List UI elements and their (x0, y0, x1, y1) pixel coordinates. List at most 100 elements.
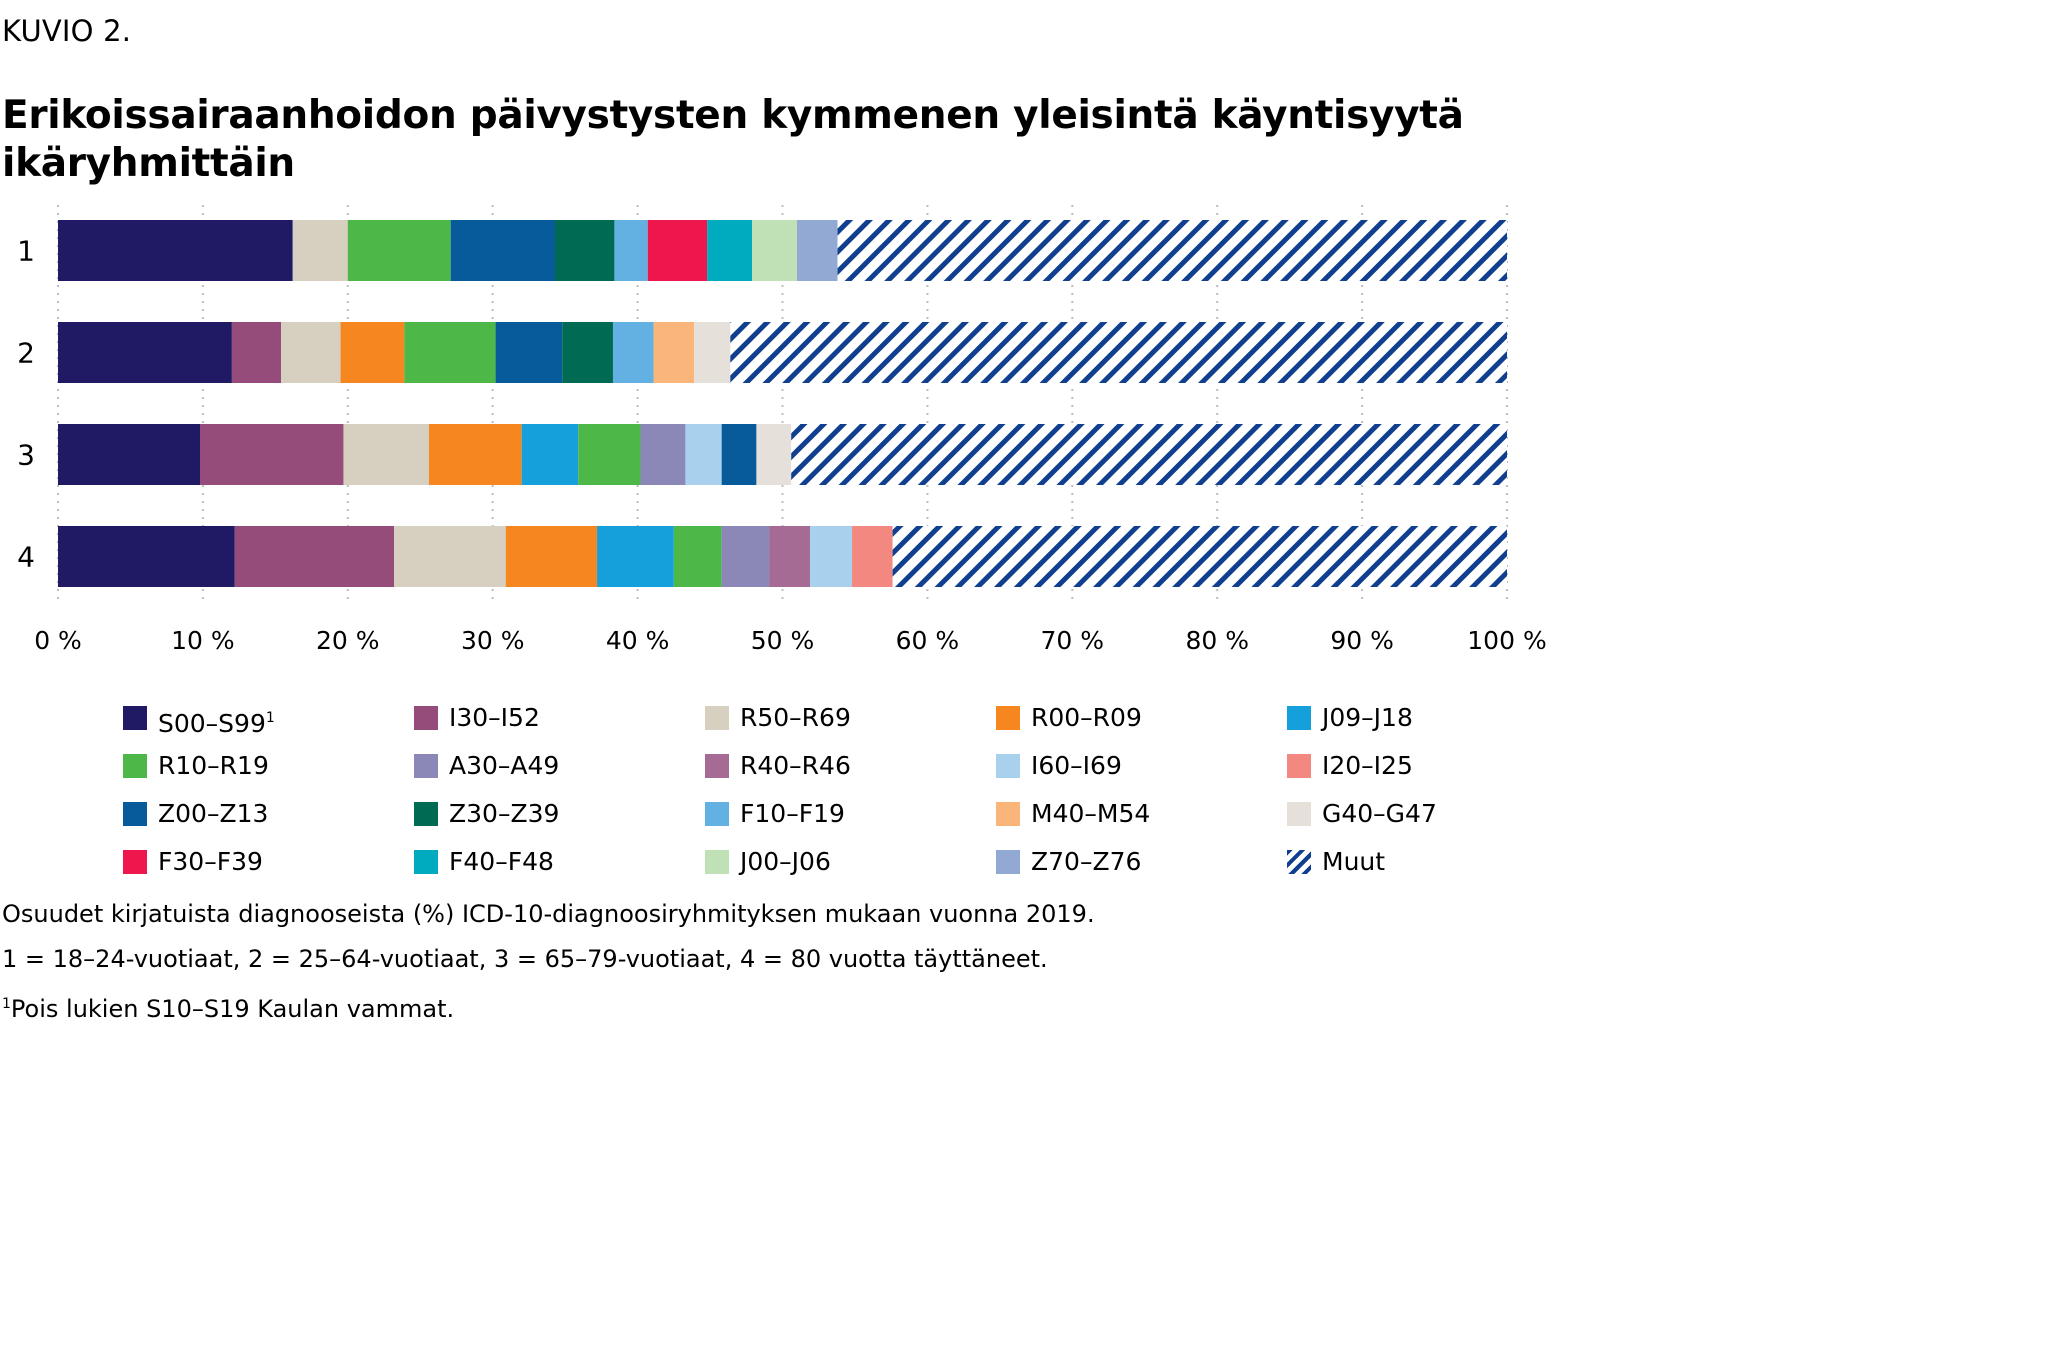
bar-segment-3-G40–G47 (756, 424, 792, 485)
bar-segment-4-I30–I52 (234, 526, 395, 587)
x-tick-label: 0 % (34, 626, 82, 655)
gridlines (57, 205, 1508, 605)
bar-segment-4-R10–R19 (673, 526, 722, 587)
bar-segment-1-F40–F48 (707, 220, 753, 281)
bar-segment-2-I30–I52 (231, 322, 282, 383)
bar-segment-2-Z00–Z13 (495, 322, 563, 383)
bar-segment-3-S00–S99 (58, 424, 201, 485)
legend-swatch (414, 802, 438, 826)
legend-label: Muut (1322, 847, 1386, 876)
source-note: Osuudet kirjatuista diagnooseista (%) IC… (2, 900, 1095, 928)
bar-segment-3-A30–A49 (640, 424, 686, 485)
legend-swatch (414, 754, 438, 778)
bar-segment-3-Z00–Z13 (721, 424, 757, 485)
legend-swatch (123, 802, 147, 826)
bar-segment-2-R00–R09 (340, 322, 405, 383)
bar-segment-1-R50–R69 (292, 220, 348, 281)
figure-label: KUVIO 2. (2, 14, 132, 48)
bar-segment-2-F10–F19 (612, 322, 654, 383)
x-tick-label: 60 % (896, 626, 960, 655)
legend-label: M40–M54 (1031, 799, 1151, 828)
bar-segment-1-Z30–Z39 (555, 220, 615, 281)
bar-segment-4-S00–S99 (58, 526, 235, 587)
x-tick-label: 100 % (1467, 626, 1546, 655)
bar-segment-3-R00–R09 (428, 424, 522, 485)
legend-swatch (705, 706, 729, 730)
x-tick-label: 20 % (316, 626, 380, 655)
bar-segment-3-J09–J18 (521, 424, 579, 485)
legend-swatch (414, 850, 438, 874)
legend-label: R10–R19 (158, 751, 269, 780)
legend-swatch (996, 754, 1020, 778)
legend-swatch (996, 706, 1020, 730)
legend-swatch (1287, 706, 1311, 730)
chart-title-line-1: Erikoissairaanhoidon päivystysten kymmen… (2, 93, 1464, 138)
bar-segment-4-Muut (892, 526, 1507, 587)
x-tick-label: 50 % (751, 626, 815, 655)
bar-segment-4-J09–J18 (597, 526, 674, 587)
bar-segment-4-R50–R69 (394, 526, 506, 587)
chart-title-line-2: ikäryhmittäin (2, 141, 295, 186)
legend-swatch (123, 754, 147, 778)
bar-segment-3-Muut (791, 424, 1507, 485)
legend-label: F30–F39 (158, 847, 263, 876)
bar-segment-2-Muut (730, 322, 1507, 383)
bar-segment-2-R50–R69 (281, 322, 341, 383)
category-label: 2 (17, 337, 35, 370)
bar-segment-1-F30–F39 (647, 220, 708, 281)
x-tick-label: 30 % (461, 626, 525, 655)
bar-segment-1-Muut (837, 220, 1507, 281)
legend-label: J00–J06 (740, 847, 831, 876)
bar-segment-3-I60–I69 (685, 424, 722, 485)
bar-segment-3-R50–R69 (343, 424, 429, 485)
legend-label: R40–R46 (740, 751, 851, 780)
legend-label: Z70–Z76 (1031, 847, 1142, 876)
legend-swatch (123, 706, 147, 730)
footnotes: Osuudet kirjatuista diagnooseista (%) IC… (2, 897, 1095, 1032)
x-axis-tick-labels: 0 % 10 % 20 % 30 % 40 % 50 % 60 % 70 % 80 % 90 % 1… (34, 626, 1547, 655)
footnote: 1Pois lukien S10–S19 Kaulan vammat. (2, 987, 1095, 1032)
bar-segment-4-I60–I69 (810, 526, 853, 587)
age-group-note: 1 = 18–24-vuotiaat, 2 = 25–64-vuotiaat, … (2, 945, 1048, 973)
bar-segment-4-R00–R09 (505, 526, 598, 587)
category-label: 4 (17, 541, 35, 574)
legend-label: I60–I69 (1031, 751, 1122, 780)
bar-segment-1-R10–R19 (347, 220, 451, 281)
bar-segment-1-Z70–Z76 (796, 220, 838, 281)
x-tick-label: 90 % (1330, 626, 1394, 655)
legend-swatch (996, 850, 1020, 874)
legend-swatch (414, 706, 438, 730)
legend-swatch (1287, 802, 1311, 826)
legend-label: R00–R09 (1031, 703, 1142, 732)
bars (58, 220, 1507, 587)
x-tick-label: 40 % (606, 626, 670, 655)
x-tick-label: 80 % (1185, 626, 1249, 655)
legend-label: S00–S991 (158, 709, 275, 738)
stacked-bar-chart: 1 2 3 4 0 % 10 % 20 % 30 % 40 % 50 % 60 % 70 % 80 %… (17, 205, 1547, 655)
bar-segment-2-M40–M54 (653, 322, 695, 383)
legend-swatch (1287, 754, 1311, 778)
legend-swatch (705, 802, 729, 826)
bar-segment-4-R40–R46 (769, 526, 811, 587)
category-label: 3 (17, 439, 35, 472)
legend-footnote-marker: 1 (265, 710, 275, 726)
bar-segment-3-R10–R19 (578, 424, 641, 485)
bar-segment-2-Z30–Z39 (562, 322, 613, 383)
category-label: 1 (17, 235, 35, 268)
legend-label: I20–I25 (1322, 751, 1413, 780)
bar-segment-1-F10–F19 (614, 220, 648, 281)
footnote-text: Pois lukien S10–S19 Kaulan vammat. (10, 995, 455, 1023)
legend-label: Z30–Z39 (449, 799, 560, 828)
x-tick-label: 10 % (171, 626, 235, 655)
bar-segment-1-J00–J06 (752, 220, 797, 281)
footnote-marker: 1 (2, 996, 11, 1012)
bar-segment-2-R10–R19 (404, 322, 496, 383)
bar-segment-4-I20–I25 (852, 526, 893, 587)
legend-label: F40–F48 (449, 847, 554, 876)
legend-label: A30–A49 (449, 751, 560, 780)
legend-label: F10–F19 (740, 799, 845, 828)
legend-swatch (705, 754, 729, 778)
x-tick-label: 70 % (1041, 626, 1105, 655)
bar-segment-4-A30–A49 (721, 526, 770, 587)
chart-title: Erikoissairaanhoidon päivystysten kymmen… (2, 92, 1464, 188)
